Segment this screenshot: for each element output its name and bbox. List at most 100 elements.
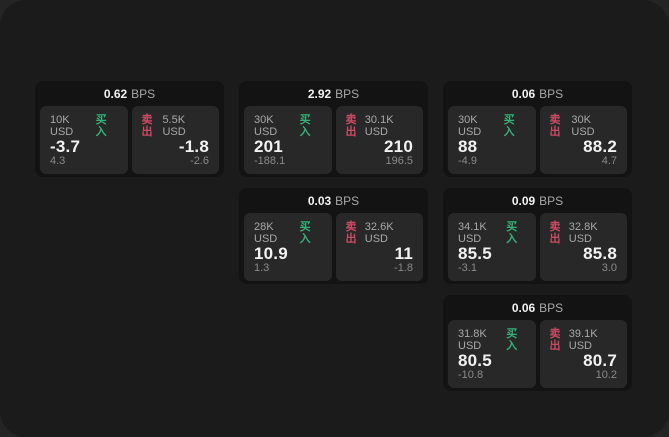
buy-panel-header: 34.1K USD 买入 <box>458 221 526 245</box>
card-body: 30K USD 买入 201 -188.1 卖出 30.1K USD 210 1… <box>244 106 423 175</box>
sell-panel-header: 卖出 39.1K USD <box>550 328 618 352</box>
buy-panel[interactable]: 30K USD 买入 201 -188.1 <box>244 106 332 175</box>
sell-notional: 39.1K USD <box>568 328 598 353</box>
quote-card: 0.09 BPS 34.1K USD 买入 85.5 -3.1 卖出 32.8K… <box>443 188 632 284</box>
sell-price: 88.2 <box>583 137 617 157</box>
card-header: 0.62 BPS <box>35 81 224 106</box>
buy-price: 85.5 <box>458 244 492 264</box>
sell-price: 80.7 <box>583 351 617 371</box>
sell-label: 卖出 <box>141 114 153 139</box>
bps-value: 0.62 <box>103 86 128 101</box>
buy-label: 买入 <box>95 114 107 139</box>
bps-unit-label: BPS <box>539 86 564 101</box>
sell-delta: 4.7 <box>601 155 617 168</box>
buy-delta: 1.3 <box>254 262 270 275</box>
buy-panel-header: 30K USD 买入 <box>254 114 322 138</box>
card-body: 31.8K USD 买入 80.5 -10.8 卖出 39.1K USD 80.… <box>448 320 627 389</box>
sell-panel-header: 卖出 30K USD <box>550 114 618 138</box>
buy-notional: 30K USD <box>254 114 278 139</box>
buy-notional: 34.1K USD <box>458 221 487 246</box>
buy-panel-header: 10K USD 买入 <box>50 114 118 138</box>
buy-delta: -10.8 <box>458 369 484 382</box>
sell-label: 卖出 <box>549 114 561 139</box>
buy-notional: 28K USD <box>254 221 278 246</box>
sell-label: 卖出 <box>345 114 357 139</box>
buy-panel-header: 28K USD 买入 <box>254 221 322 245</box>
card-body: 28K USD 买入 10.9 1.3 卖出 32.6K USD 11 -1.8 <box>244 213 423 282</box>
sell-delta: -2.6 <box>190 155 209 168</box>
buy-price: 10.9 <box>254 244 288 264</box>
bps-unit-label: BPS <box>539 193 564 208</box>
buy-panel-header: 30K USD 买入 <box>458 114 526 138</box>
buy-label: 买入 <box>503 114 515 139</box>
quote-card: 2.92 BPS 30K USD 买入 201 -188.1 卖出 30.1K … <box>239 81 428 177</box>
sell-label: 卖出 <box>345 221 357 246</box>
sell-panel-header: 卖出 32.8K USD <box>550 221 618 245</box>
buy-price: 88 <box>458 137 478 157</box>
card-body: 10K USD 买入 -3.7 4.3 卖出 5.5K USD -1.8 -2.… <box>40 106 219 175</box>
sell-delta: -1.8 <box>394 262 413 275</box>
sell-panel[interactable]: 卖出 39.1K USD 80.7 10.2 <box>539 320 627 389</box>
buy-notional: 31.8K USD <box>458 328 487 353</box>
sell-label: 卖出 <box>549 328 561 353</box>
buy-panel[interactable]: 31.8K USD 买入 80.5 -10.8 <box>448 320 536 389</box>
card-header: 0.06 BPS <box>443 295 632 320</box>
buy-delta: 4.3 <box>50 155 66 168</box>
buy-label: 买入 <box>299 114 311 139</box>
buy-label: 买入 <box>299 221 311 246</box>
sell-notional: 32.6K USD <box>364 221 394 246</box>
buy-panel[interactable]: 10K USD 买入 -3.7 4.3 <box>40 106 128 175</box>
sell-notional: 30.1K USD <box>364 114 394 139</box>
buy-price: 201 <box>254 137 283 157</box>
buy-price: -3.7 <box>50 137 81 157</box>
sell-panel[interactable]: 卖出 5.5K USD -1.8 -2.6 <box>131 106 219 175</box>
sell-panel-header: 卖出 32.6K USD <box>346 221 414 245</box>
card-header: 0.09 BPS <box>443 188 632 213</box>
sell-label: 卖出 <box>549 221 561 246</box>
sell-notional: 5.5K USD <box>162 114 186 139</box>
sell-price: -1.8 <box>178 137 209 157</box>
sell-price: 210 <box>384 137 413 157</box>
card-body: 30K USD 买入 88 -4.9 卖出 30K USD 88.2 4.7 <box>448 106 627 175</box>
sell-notional: 32.8K USD <box>568 221 598 246</box>
sell-panel-header: 卖出 30.1K USD <box>346 114 414 138</box>
buy-panel[interactable]: 34.1K USD 买入 85.5 -3.1 <box>448 213 536 282</box>
sell-price: 11 <box>394 244 413 264</box>
sell-panel[interactable]: 卖出 30.1K USD 210 196.5 <box>335 106 423 175</box>
bps-unit-label: BPS <box>335 193 360 208</box>
card-body: 34.1K USD 买入 85.5 -3.1 卖出 32.8K USD 85.8… <box>448 213 627 282</box>
sell-panel[interactable]: 卖出 30K USD 88.2 4.7 <box>539 106 627 175</box>
quote-board: 0.62 BPS 10K USD 买入 -3.7 4.3 卖出 5.5K USD… <box>35 81 632 391</box>
bps-value: 0.09 <box>511 193 536 208</box>
buy-label: 买入 <box>506 221 518 246</box>
sell-delta: 10.2 <box>595 369 617 382</box>
bps-value: 2.92 <box>307 86 332 101</box>
quote-card: 0.62 BPS 10K USD 买入 -3.7 4.3 卖出 5.5K USD… <box>35 81 224 177</box>
quote-card: 0.06 BPS 31.8K USD 买入 80.5 -10.8 卖出 39.1… <box>443 295 632 391</box>
buy-notional: 30K USD <box>458 114 482 139</box>
quote-card: 0.03 BPS 28K USD 买入 10.9 1.3 卖出 32.6K US… <box>239 188 428 284</box>
bps-value: 0.06 <box>511 300 536 315</box>
buy-label: 买入 <box>506 328 518 353</box>
buy-panel-header: 31.8K USD 买入 <box>458 328 526 352</box>
sell-delta: 196.5 <box>385 155 413 168</box>
card-header: 2.92 BPS <box>239 81 428 106</box>
sell-delta: 3.0 <box>601 262 617 275</box>
buy-notional: 10K USD <box>50 114 74 139</box>
buy-panel[interactable]: 28K USD 买入 10.9 1.3 <box>244 213 332 282</box>
bps-unit-label: BPS <box>539 300 564 315</box>
sell-notional: 30K USD <box>571 114 595 139</box>
buy-price: 80.5 <box>458 351 492 371</box>
sell-panel[interactable]: 卖出 32.8K USD 85.8 3.0 <box>539 213 627 282</box>
quote-card: 0.06 BPS 30K USD 买入 88 -4.9 卖出 30K USD 8… <box>443 81 632 177</box>
card-header: 0.03 BPS <box>239 188 428 213</box>
bps-unit-label: BPS <box>131 86 156 101</box>
buy-panel[interactable]: 30K USD 买入 88 -4.9 <box>448 106 536 175</box>
bps-value: 0.03 <box>307 193 332 208</box>
sell-panel-header: 卖出 5.5K USD <box>142 114 210 138</box>
buy-delta: -3.1 <box>458 262 477 275</box>
sell-price: 85.8 <box>583 244 617 264</box>
sell-panel[interactable]: 卖出 32.6K USD 11 -1.8 <box>335 213 423 282</box>
